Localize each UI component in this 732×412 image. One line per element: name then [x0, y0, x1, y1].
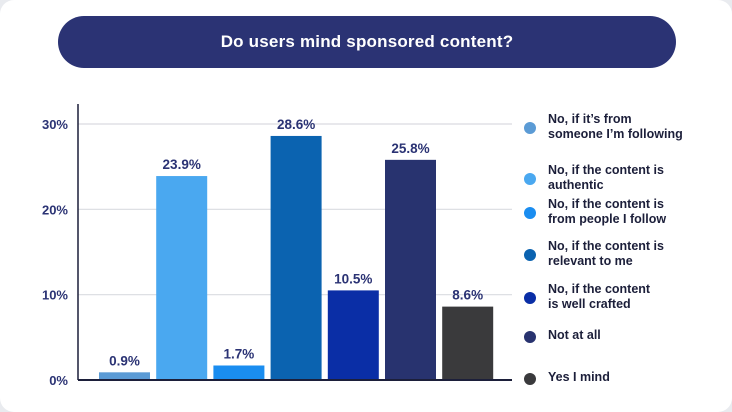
legend-label: No, if the content is authentic	[548, 163, 664, 192]
legend-swatch	[524, 331, 536, 343]
legend-item: No, if the content is from people I foll…	[524, 197, 730, 227]
data-label: 23.9%	[163, 157, 201, 172]
bar	[99, 372, 150, 380]
y-tick-label: 0%	[49, 373, 68, 388]
legend-item: No, if the content is relevant to me	[524, 239, 730, 269]
legend-label: Yes I mind	[548, 370, 610, 384]
y-tick-label: 20%	[42, 202, 68, 217]
data-label: 10.5%	[334, 271, 372, 286]
legend-label: No, if the content is relevant to me	[548, 239, 664, 268]
legend-swatch	[524, 122, 536, 134]
bar	[442, 306, 494, 380]
legend-item: Yes I mind	[524, 370, 730, 385]
legend-swatch	[524, 249, 536, 261]
legend-swatch	[524, 207, 536, 219]
y-tick-label: 30%	[42, 117, 68, 132]
data-label: 0.9%	[109, 353, 140, 368]
chart-title: Do users mind sponsored content?	[220, 32, 514, 51]
y-tick-label: 10%	[42, 288, 68, 303]
bar	[156, 176, 208, 380]
bar	[385, 159, 436, 380]
legend-item: Not at all	[524, 328, 730, 343]
bar	[270, 135, 322, 380]
legend-item: No, if the content is well crafted	[524, 282, 730, 312]
legend-label: No, if the content is well crafted	[548, 282, 651, 311]
data-label: 8.6%	[452, 288, 483, 303]
legend-swatch	[524, 373, 536, 385]
bar	[213, 365, 265, 380]
legend-label: No, if it’s from someone I’m following	[548, 112, 683, 141]
legend-item: No, if the content is authentic	[524, 163, 730, 193]
legend-swatch	[524, 173, 536, 185]
legend-swatch	[524, 292, 536, 304]
data-label: 28.6%	[277, 117, 315, 132]
legend-item: No, if it’s from someone I’m following	[524, 112, 730, 142]
title-banner: Do users mind sponsored content?	[58, 16, 676, 68]
legend-label: Not at all	[548, 328, 601, 342]
bar	[327, 290, 379, 380]
data-label: 1.7%	[224, 346, 255, 361]
data-label: 25.8%	[391, 141, 429, 156]
legend-label: No, if the content is from people I foll…	[548, 197, 667, 226]
